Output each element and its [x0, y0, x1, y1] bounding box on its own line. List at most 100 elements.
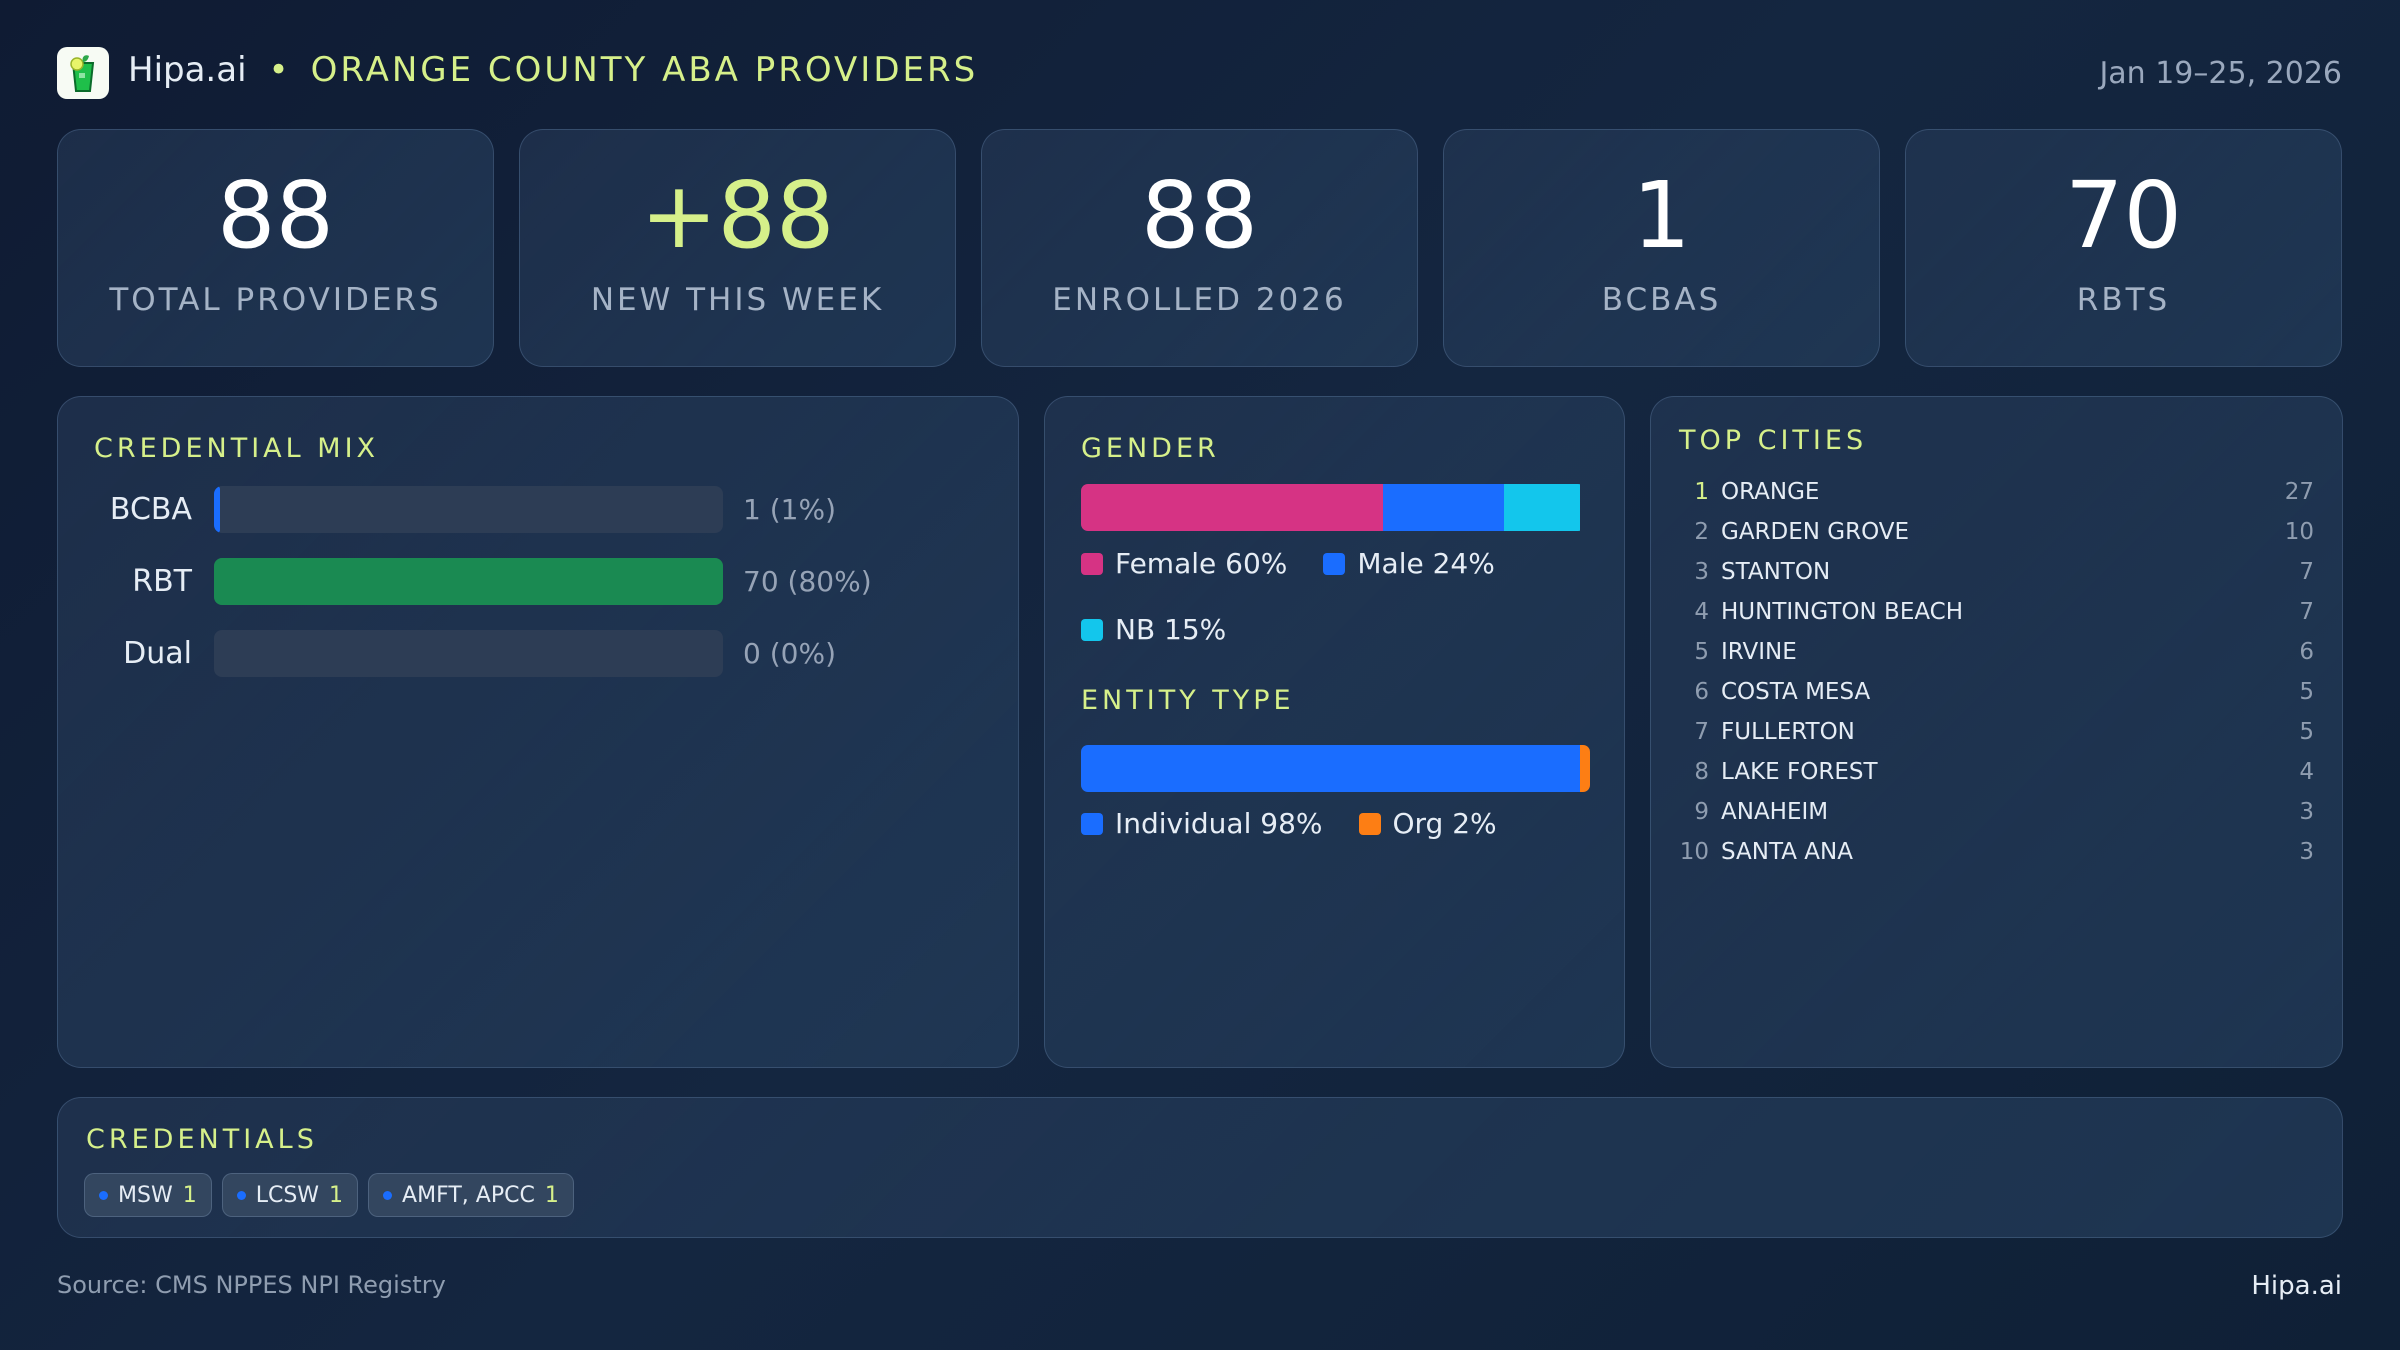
credential-label: Dual — [123, 636, 192, 671]
city-rank: 9 — [1694, 799, 1709, 825]
gender-legend: NB 15% — [1081, 613, 1226, 646]
chip-label: AMFT, APCC — [402, 1182, 535, 1208]
top-cities-panel: TOP CITIES 1 ORANGE 27 2 GARDEN GROVE 10 3 STAN… — [1650, 396, 2343, 1068]
kpi-card: 1 BCBAS — [1443, 129, 1880, 367]
legend-swatch — [1358, 812, 1381, 835]
header-title: Hipa.ai • ORANGE COUNTY ABA PROVIDERS — [128, 50, 978, 90]
city-row: 10 SANTA ANA 3 — [1679, 832, 2314, 872]
credential-count: 1 — [743, 493, 761, 526]
city-row: 9 ANAHEIM 3 — [1679, 792, 2314, 832]
credential-percent: (1%) — [769, 493, 837, 526]
kpi-card: 88 TOTAL PROVIDERS — [57, 129, 494, 367]
city-count: 3 — [2299, 839, 2314, 865]
city-rank: 8 — [1694, 759, 1709, 785]
credential-row: RBT 70 (80%) — [58, 558, 1018, 605]
city-name: STANTON — [1721, 559, 1831, 585]
credential-value: 0 (0%) — [743, 637, 836, 670]
dot-icon — [236, 1190, 246, 1200]
city-rank: 7 — [1694, 719, 1709, 745]
legend-swatch — [1081, 812, 1103, 835]
credential-bar-track — [214, 630, 723, 677]
credential-count: 0 — [743, 637, 761, 670]
city-name: SANTA ANA — [1721, 839, 1853, 865]
city-row: 4 HUNTINGTON BEACH 7 — [1679, 592, 2314, 632]
kpi-value: 70 — [2064, 162, 2183, 269]
city-count: 7 — [2299, 599, 2314, 625]
credential-bar-fill — [214, 486, 220, 533]
kpi-card: 70 RBTS — [1905, 129, 2342, 367]
gender-legend: Female 60% Male 24% — [1081, 547, 1495, 580]
mojito-glass-icon — [70, 55, 95, 92]
city-count: 27 — [2284, 479, 2314, 505]
entity_type-segment — [1081, 745, 1580, 792]
chip-count: 1 — [544, 1182, 559, 1208]
entity_type-segment — [1579, 745, 1590, 792]
kpi-label: RBTS — [2076, 282, 2171, 318]
gender-segment — [1081, 484, 1384, 531]
dot-icon — [383, 1190, 393, 1200]
city-count: 5 — [2299, 679, 2314, 705]
city-row: 2 GARDEN GROVE 10 — [1679, 512, 2314, 552]
kpi-value: 88 — [1140, 162, 1259, 269]
kpi-value: 1 — [1632, 162, 1691, 269]
credentials-panel: CREDENTIALS MSW 1 LCSW 1 AMFT, APCC 1 — [57, 1097, 2343, 1238]
kpi-label: TOTAL PROVIDERS — [109, 282, 442, 318]
gender-segment — [1383, 484, 1505, 531]
city-count: 10 — [2284, 519, 2314, 545]
legend-item: NB 15% — [1081, 613, 1226, 646]
city-rank: 6 — [1694, 679, 1709, 705]
panel-title: CREDENTIALS — [86, 1124, 318, 1155]
city-count: 7 — [2299, 559, 2314, 585]
chip-label: LCSW — [255, 1182, 320, 1208]
gender-bar — [1081, 484, 1585, 531]
gender-segment — [1504, 484, 1580, 531]
city-count: 4 — [2299, 759, 2314, 785]
city-rank: 5 — [1694, 639, 1709, 665]
legend-label: Female 60% — [1115, 547, 1288, 580]
credential-percent: (80%) — [787, 565, 872, 598]
credential-percent: (0%) — [769, 637, 837, 670]
credential-value: 1 (1%) — [743, 493, 836, 526]
legend-swatch — [1323, 552, 1346, 575]
city-count: 5 — [2299, 719, 2314, 745]
city-name: IRVINE — [1721, 639, 1797, 665]
kpi-card: +88 NEW THIS WEEK — [519, 129, 956, 367]
credential-chip: LCSW 1 — [221, 1173, 359, 1217]
separator: • — [268, 50, 289, 90]
city-count: 6 — [2299, 639, 2314, 665]
kpi-label: NEW THIS WEEK — [590, 282, 885, 318]
brand-name: Hipa.ai — [128, 50, 247, 90]
credential-row: Dual 0 (0%) — [58, 630, 1018, 677]
city-name: COSTA MESA — [1721, 679, 1871, 705]
credential-chip: MSW 1 — [84, 1173, 212, 1217]
panel-title: CREDENTIAL MIX — [94, 433, 380, 464]
chip-count: 1 — [182, 1182, 197, 1208]
source-note: Source: CMS NPPES NPI Registry — [57, 1271, 446, 1299]
kpi-value: 88 — [216, 162, 335, 269]
city-name: FULLERTON — [1721, 719, 1855, 745]
city-row: 6 COSTA MESA 5 — [1679, 672, 2314, 712]
city-rank: 1 — [1694, 479, 1709, 505]
legend-label: NB 15% — [1115, 613, 1227, 646]
legend-label: Male 24% — [1357, 547, 1495, 580]
city-row: 3 STANTON 7 — [1679, 552, 2314, 592]
kpi-label: ENROLLED 2026 — [1052, 282, 1347, 318]
city-count: 3 — [2299, 799, 2314, 825]
legend-item: Individual 98% — [1081, 807, 1323, 840]
kpi-card: 88 ENROLLED 2026 — [981, 129, 1418, 367]
credential-row: BCBA 1 (1%) — [58, 486, 1018, 533]
panel-title: TOP CITIES — [1679, 425, 1868, 456]
gender-entity-panel: GENDER Female 60% Male 24% NB 15% ENTITY T… — [1044, 396, 1625, 1068]
credential-bar-fill — [214, 558, 723, 605]
city-name: HUNTINGTON BEACH — [1721, 599, 1964, 625]
credential-bar-track — [214, 486, 723, 533]
kpi-label: BCBAS — [1601, 282, 1722, 318]
date-range: Jan 19–25, 2026 — [2099, 56, 2342, 91]
entity_type-legend: Individual 98% Org 2% — [1081, 807, 1497, 840]
city-name: GARDEN GROVE — [1721, 519, 1910, 545]
dot-icon — [99, 1190, 108, 1200]
credential-count: 70 — [743, 565, 779, 598]
legend-label: Individual 98% — [1115, 807, 1323, 840]
legend-item: Female 60% — [1081, 547, 1287, 580]
chip-label: MSW — [118, 1182, 173, 1208]
